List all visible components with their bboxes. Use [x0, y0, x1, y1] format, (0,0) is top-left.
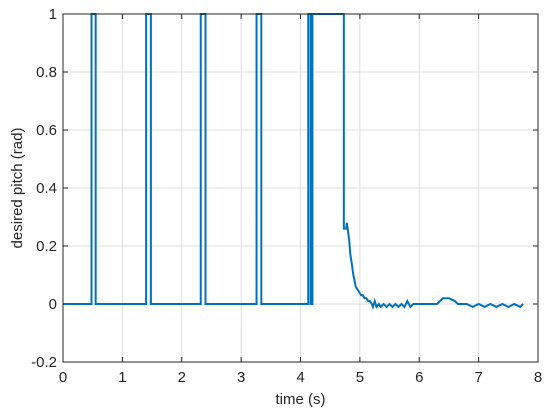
x-axis-label: time (s) [276, 391, 326, 408]
y-tick-label: 0.4 [36, 180, 57, 197]
y-axis-label: desired pitch (rad) [9, 128, 26, 249]
y-tick-label: 1 [49, 6, 57, 23]
x-tick-label: 8 [534, 369, 542, 386]
x-tick-label: 3 [237, 369, 245, 386]
y-tick-label: -0.2 [31, 354, 57, 371]
series-line [63, 13, 524, 310]
y-tick-label: 0.2 [36, 238, 57, 255]
x-tick-label: 6 [415, 369, 423, 386]
y-tick-label: 0 [49, 296, 57, 313]
y-tick-label: 0.8 [36, 64, 57, 81]
x-tick-label: 1 [118, 369, 126, 386]
tick-labels: 0 1 2 3 4 5 6 7 8-0.200.20.40.60.81 [31, 6, 542, 386]
x-tick-label: 7 [474, 369, 482, 386]
x-tick-label: 2 [178, 369, 186, 386]
grid [62, 13, 539, 363]
plot-frame [62, 13, 539, 363]
x-tick-label: 5 [356, 369, 364, 386]
x-tick-label: 4 [296, 369, 304, 386]
series [63, 13, 524, 310]
y-tick-label: 0.6 [36, 122, 57, 139]
x-tick-label: 0 [59, 369, 67, 386]
